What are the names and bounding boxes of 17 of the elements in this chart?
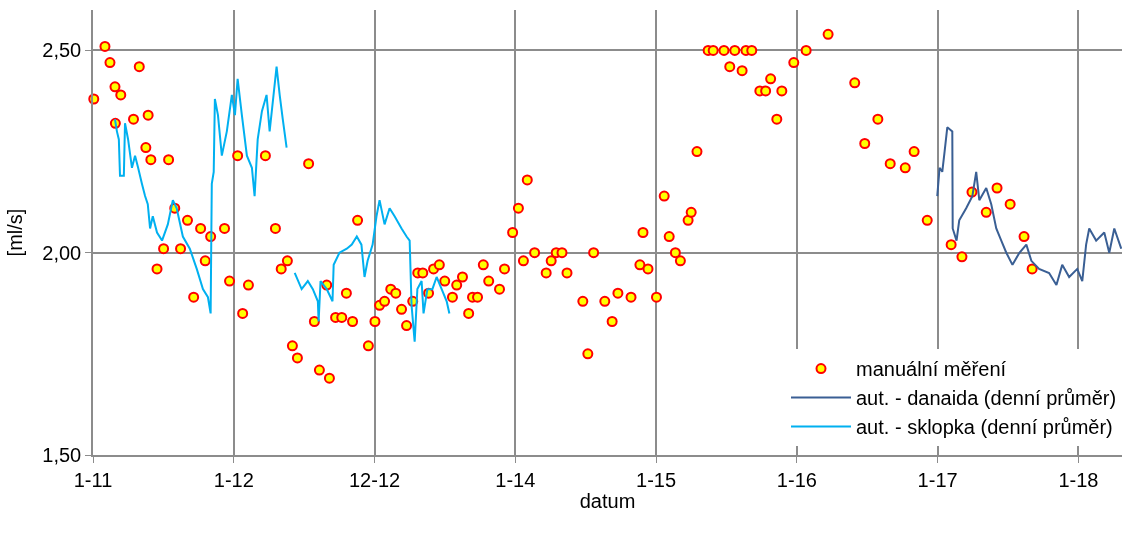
y-tick-label: 2,50 bbox=[42, 39, 82, 62]
x-axis-title: datum bbox=[579, 489, 636, 512]
x-tick-label: 1-14 bbox=[495, 468, 536, 491]
x-tick-label: 1-17 bbox=[917, 468, 958, 491]
y-tick-label: 1,50 bbox=[42, 444, 82, 466]
x-tick-label: 12-12 bbox=[348, 468, 401, 491]
x-tick-label: 1-11 bbox=[73, 468, 113, 491]
y-tick-label: 2,00 bbox=[42, 241, 82, 264]
y-axis-title: [ml/s] bbox=[4, 208, 27, 257]
line-series bbox=[936, 126, 1122, 287]
x-tick-label: 1-12 bbox=[213, 468, 254, 491]
legend-label: aut. - sklopka (denní průměr) bbox=[856, 416, 1113, 439]
legend-label: manuální měření bbox=[856, 358, 1007, 381]
x-tick-label: 1-16 bbox=[776, 468, 817, 491]
legend-label: aut. - danaida (denní průměr) bbox=[856, 387, 1117, 410]
x-tick-label: 1-18 bbox=[1058, 468, 1099, 491]
x-tick-label: 1-15 bbox=[636, 468, 677, 491]
